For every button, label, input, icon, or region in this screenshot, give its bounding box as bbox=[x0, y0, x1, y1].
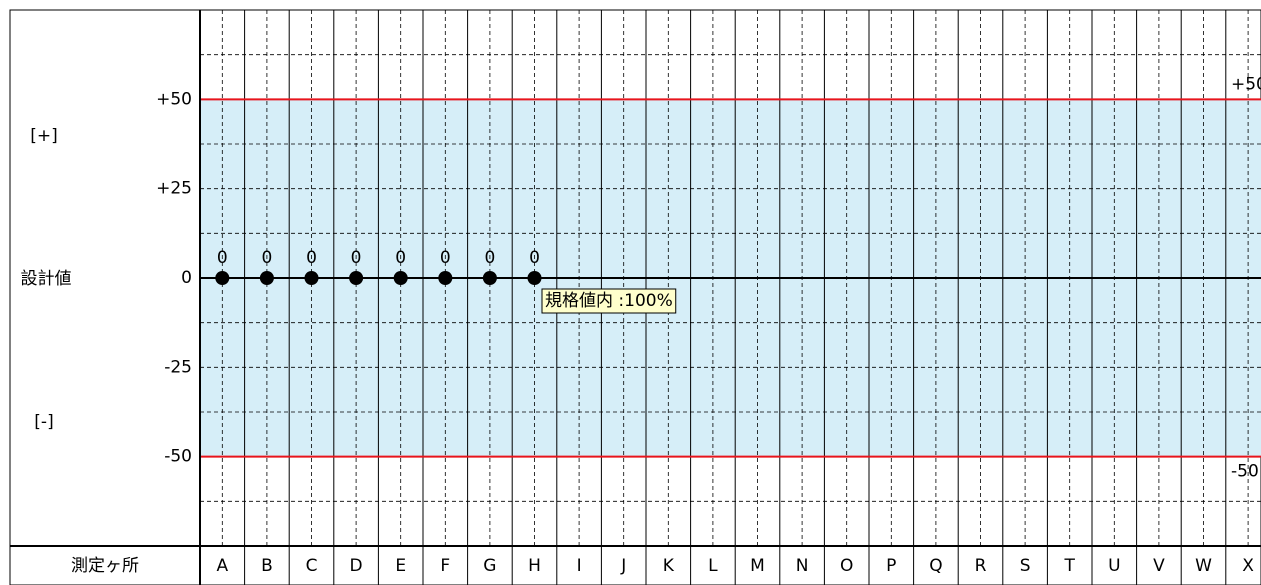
value-label: 0 bbox=[440, 248, 451, 268]
y-tick-label: -25 bbox=[164, 357, 192, 377]
x-tick-label: R bbox=[975, 556, 987, 576]
value-label: 0 bbox=[217, 248, 228, 268]
x-tick-label: M bbox=[750, 556, 765, 576]
x-tick-label: G bbox=[483, 556, 496, 576]
center-label: 設計値 bbox=[21, 269, 72, 289]
plus-label: [+] bbox=[30, 126, 58, 146]
x-tick-label: T bbox=[1064, 556, 1076, 576]
x-tick-label: S bbox=[1020, 556, 1031, 576]
x-tick-label: X bbox=[1242, 556, 1254, 576]
value-label: 0 bbox=[529, 248, 540, 268]
point bbox=[438, 271, 453, 285]
point bbox=[304, 271, 319, 285]
value-label: 0 bbox=[484, 248, 495, 268]
x-tick-label: J bbox=[620, 556, 626, 576]
value-label: 0 bbox=[261, 248, 272, 268]
point bbox=[482, 271, 497, 285]
y-tick-label: +25 bbox=[156, 179, 192, 199]
x-tick-label: P bbox=[886, 556, 896, 576]
annotation: 規格値内 :100% bbox=[545, 291, 673, 311]
x-tick-label: E bbox=[395, 556, 406, 576]
x-tick-label: F bbox=[440, 556, 450, 576]
value-label: 0 bbox=[306, 248, 317, 268]
x-tick-label: O bbox=[840, 556, 853, 576]
point bbox=[393, 271, 408, 285]
point bbox=[527, 271, 542, 285]
y-tick-label: +50 bbox=[156, 89, 192, 109]
point bbox=[349, 271, 364, 285]
point bbox=[259, 271, 274, 285]
x-tick-label: W bbox=[1195, 556, 1212, 576]
y-tick-label: -50 bbox=[164, 447, 192, 467]
x-tick-label: C bbox=[306, 556, 318, 576]
x-tick-label: L bbox=[708, 556, 718, 576]
spec-limit-label: -50 bbox=[1231, 462, 1259, 482]
x-tick-label: Q bbox=[929, 556, 942, 576]
x-tick-label: V bbox=[1153, 556, 1165, 576]
value-label: 0 bbox=[351, 248, 362, 268]
point bbox=[215, 271, 230, 285]
spec-limit-label: +50 bbox=[1231, 74, 1261, 94]
x-tick-label: D bbox=[350, 556, 363, 576]
x-tick-label: N bbox=[796, 556, 809, 576]
y-tick-label: 0 bbox=[181, 268, 192, 288]
x-tick-label: B bbox=[261, 556, 273, 576]
annotation-box bbox=[541, 288, 677, 314]
x-tick-label: K bbox=[663, 556, 675, 576]
minus-label: [-] bbox=[34, 412, 53, 432]
x-axis-label: 測定ヶ所 bbox=[71, 556, 139, 576]
x-tick-label: U bbox=[1108, 556, 1120, 576]
x-tick-label: H bbox=[528, 556, 541, 576]
x-tick-label: A bbox=[216, 556, 228, 576]
value-label: 0 bbox=[395, 248, 406, 268]
x-tick-label: I bbox=[577, 556, 582, 576]
